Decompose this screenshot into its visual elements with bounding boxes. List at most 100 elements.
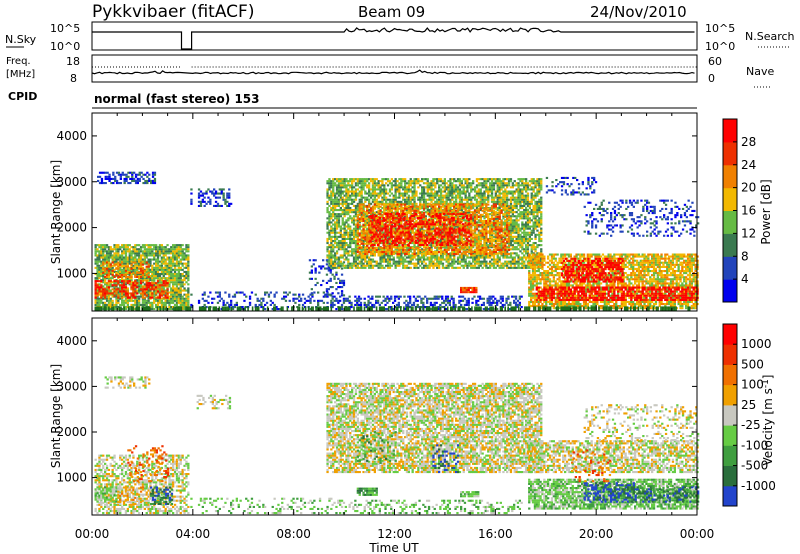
echo-cell xyxy=(205,193,207,195)
echo-cell xyxy=(317,304,319,306)
echo-cell xyxy=(149,246,151,248)
echo-cell xyxy=(209,199,211,201)
echo-cell xyxy=(102,252,104,254)
echo-cell xyxy=(302,294,304,296)
echo-cell xyxy=(249,296,251,298)
echo-cell xyxy=(153,279,155,281)
echo-cell xyxy=(200,203,202,205)
echo-cell xyxy=(178,265,180,267)
echo-cell xyxy=(198,197,200,199)
echo-cell xyxy=(148,174,150,176)
echo-cell xyxy=(112,302,114,304)
echo-cell xyxy=(185,281,187,283)
echo-cell xyxy=(187,269,189,271)
echo-cell xyxy=(134,246,136,248)
echo-cell xyxy=(260,304,262,306)
echo-cell xyxy=(207,302,209,304)
echo-cell xyxy=(180,261,182,263)
echo-cell xyxy=(122,172,124,174)
echo-cell xyxy=(154,182,156,184)
echo-cell xyxy=(333,278,335,280)
echo-cell xyxy=(165,280,167,282)
echo-cell xyxy=(110,252,112,254)
echo-cell xyxy=(205,203,207,205)
echo-cell xyxy=(266,302,268,304)
freq-label-line2: [MHz] xyxy=(6,69,35,80)
echo-cell xyxy=(187,287,189,289)
echo-cell xyxy=(289,292,291,294)
echo-cell xyxy=(146,288,148,290)
echo-cell xyxy=(146,295,148,297)
echo-cell xyxy=(298,304,300,306)
echo-cell xyxy=(205,191,207,193)
echo-cell xyxy=(230,300,232,302)
echo-cell xyxy=(333,276,335,278)
echo-cell xyxy=(198,300,200,302)
echo-cell xyxy=(157,290,159,292)
echo-cell xyxy=(165,246,167,248)
nsearch-label: N.Search xyxy=(745,30,795,43)
echo-cell xyxy=(112,172,114,174)
echo-cell xyxy=(219,294,221,296)
echo-cell xyxy=(114,176,116,178)
freq-tick-top: 18 xyxy=(66,55,80,68)
echo-cell xyxy=(309,259,311,261)
echo-cell xyxy=(241,292,243,294)
radar-summary-plot: Pykkvibaer (fitACF) Beam 09 24/Nov/2010 … xyxy=(0,0,800,554)
echo-cell xyxy=(132,288,134,290)
echo-cell xyxy=(294,302,296,304)
echo-cell xyxy=(102,272,104,274)
echo-cell xyxy=(190,201,192,203)
echo-cell xyxy=(309,302,311,304)
echo-cell xyxy=(311,278,313,280)
echo-cell xyxy=(211,191,213,193)
nsearch-tick-top: 10^5 xyxy=(705,22,735,35)
echo-cell xyxy=(202,199,204,201)
echo-cell xyxy=(302,304,304,306)
echo-cell xyxy=(224,292,226,294)
echo-cell xyxy=(142,295,144,297)
echo-cell xyxy=(166,288,168,290)
echo-cell xyxy=(151,306,153,308)
echo-cell xyxy=(230,203,232,205)
echo-cell xyxy=(187,248,189,250)
echo-cell xyxy=(155,244,157,246)
echo-cell xyxy=(165,261,167,263)
echo-cell xyxy=(108,272,110,274)
echo-cell xyxy=(98,259,100,261)
echo-cell xyxy=(182,269,184,271)
echo-cell xyxy=(102,264,104,266)
noise-trace xyxy=(92,28,695,49)
echo-cell xyxy=(159,254,161,256)
echo-cell xyxy=(117,266,119,268)
echo-cell xyxy=(112,262,114,264)
echo-cell xyxy=(139,180,141,182)
echo-cell xyxy=(200,191,202,193)
echo-cell xyxy=(190,294,192,296)
echo-cell xyxy=(178,257,180,259)
echo-cell xyxy=(131,174,133,176)
echo-cell xyxy=(113,276,115,278)
echo-cell xyxy=(153,257,155,259)
echo-cell xyxy=(136,292,138,294)
echo-cell xyxy=(182,296,184,298)
echo-cell xyxy=(146,182,148,184)
echo-cell xyxy=(190,304,192,306)
echo-cell xyxy=(157,304,159,306)
echo-cell xyxy=(289,300,291,302)
echo-cell xyxy=(115,304,117,306)
echo-cell xyxy=(114,178,116,180)
echo-cell xyxy=(321,300,323,302)
freq-trace xyxy=(92,70,695,74)
echo-cell xyxy=(190,203,192,205)
echo-cell xyxy=(326,302,328,304)
echo-cell xyxy=(110,246,112,248)
echo-cell xyxy=(328,288,330,290)
echo-cell xyxy=(117,252,119,254)
echo-cell xyxy=(187,273,189,275)
echo-cell xyxy=(123,304,125,306)
echo-cell xyxy=(163,275,165,277)
echo-cell xyxy=(144,292,146,294)
echo-cell xyxy=(183,279,185,281)
echo-cell xyxy=(104,297,106,299)
